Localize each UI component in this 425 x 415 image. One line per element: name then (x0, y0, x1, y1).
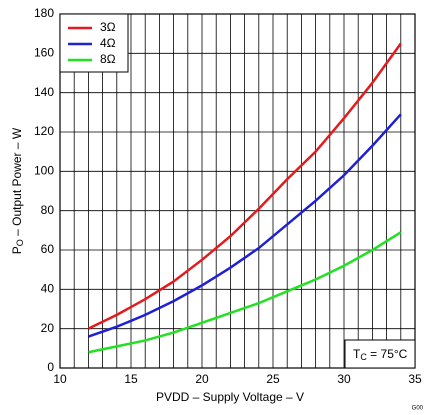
series-line (88, 231, 402, 354)
x-tick-label: 35 (408, 372, 422, 386)
annotation-sub: C (360, 352, 367, 362)
y-tick-label: 80 (41, 203, 55, 217)
y-tick-label: 180 (34, 6, 54, 20)
x-axis-label: PVDD – Supply Voltage – V (156, 390, 304, 404)
x-tick-label: 10 (53, 372, 67, 386)
y-tick-label: 60 (41, 242, 55, 256)
plot-frame (59, 13, 416, 369)
figure-id: G00 (412, 406, 424, 412)
x-tick-label: 20 (195, 372, 209, 386)
y-tick-label: 120 (34, 124, 54, 138)
series-line (87, 113, 402, 338)
annotation-box (344, 339, 416, 369)
y-tick-label: 20 (41, 321, 55, 335)
y-tick-label: 160 (34, 46, 54, 60)
series-line (87, 42, 402, 330)
legend-label: 3Ω (100, 20, 116, 34)
y-tick-label: 0 (47, 360, 54, 374)
x-tick-label: 30 (337, 372, 351, 386)
y-label-sub: O (15, 239, 25, 246)
annotation-main: T (353, 347, 361, 361)
x-tick-label: 25 (266, 372, 280, 386)
annotation: TC = 75°C (353, 347, 408, 362)
y-tick-label: 140 (34, 85, 54, 99)
y-tick-label: 40 (41, 282, 55, 296)
x-tick-label: 15 (124, 372, 138, 386)
annotation-rest: = 75°C (367, 347, 408, 361)
y-axis-label: PO – Output Power – W (10, 127, 25, 254)
y-label-main: P (10, 246, 24, 254)
legend-label: 8Ω (100, 52, 116, 66)
y-tick-label: 100 (34, 164, 54, 178)
legend-label: 4Ω (100, 36, 116, 50)
y-label-rest: – Output Power – W (10, 127, 24, 239)
